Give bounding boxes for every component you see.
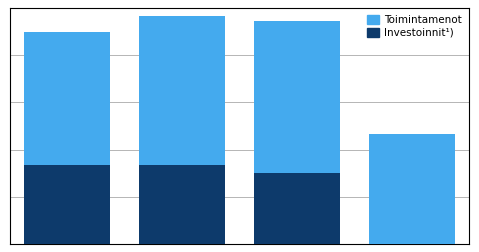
Bar: [369, 134, 455, 244]
Bar: [254, 21, 340, 173]
Bar: [24, 32, 110, 165]
Bar: [24, 165, 110, 244]
Legend: Toimintamenot, Investoinnit¹): Toimintamenot, Investoinnit¹): [365, 13, 464, 40]
Bar: [254, 173, 340, 244]
Bar: [139, 16, 225, 165]
Bar: [139, 165, 225, 244]
